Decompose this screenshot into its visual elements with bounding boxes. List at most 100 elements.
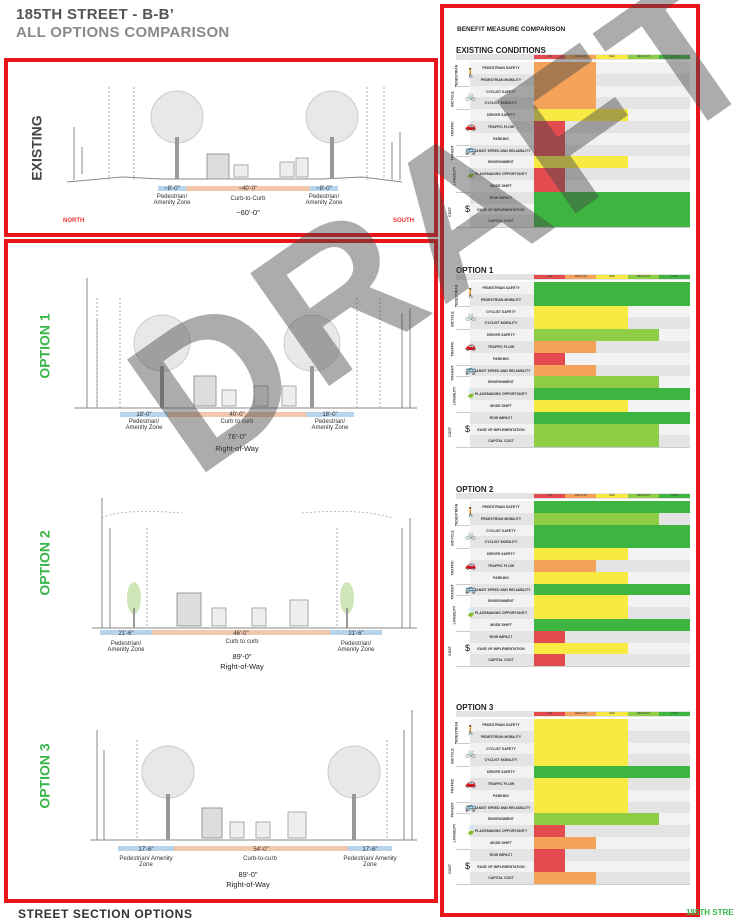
score-bar [534, 364, 597, 377]
matrix-category-label: BICYCLE [450, 748, 455, 765]
option-2-zone-label: Pedestrian/ Amenity Zone [337, 641, 375, 653]
scale-header-high: HIGH [658, 494, 690, 498]
score-bar [534, 400, 628, 412]
matrix-option-title: OPTION 2 [456, 485, 494, 494]
matrix-row-label: ROW IMPACT [489, 634, 513, 639]
matrix-row [470, 630, 690, 643]
score-bar [534, 376, 659, 389]
scale-header-med: MED [596, 55, 628, 59]
matrix-option-title: EXISTING CONDITIONS [456, 46, 546, 55]
score-bar [534, 754, 628, 767]
score-bar [534, 282, 690, 294]
matrix-category-label: TRAFFIC [450, 778, 455, 794]
tree-icon [305, 90, 359, 179]
matrix-row [470, 848, 690, 861]
matrix-row [470, 132, 690, 145]
option-3-dim-right: 17'-6" [362, 847, 378, 853]
score-bar [534, 191, 690, 204]
scale-header-low: LOW [534, 494, 566, 498]
existing-zone-right [310, 186, 338, 191]
dollar-icon: $ [465, 642, 471, 653]
score-bar [534, 180, 566, 192]
dollar-icon: $ [465, 203, 471, 214]
matrix-category-label: LIVABILITY [452, 605, 457, 625]
matrix-row-label: DRIVER SAFETY [486, 770, 515, 775]
option-2-zone-label: Pedestrian/ Amenity Zone [107, 641, 145, 653]
score-bar [534, 144, 566, 157]
matrix-row-label: MODE SHIFT [490, 841, 512, 845]
option-2-total: 89'-0" [232, 652, 252, 661]
walk-icon: 🚶 [465, 287, 477, 298]
matrix-category-label: PEDESTRIAN [454, 64, 459, 88]
scale-header-high: HIGH [658, 275, 690, 279]
matrix-row-label: ROW IMPACT [489, 415, 513, 420]
existing-dim-left: ~8'-0" [164, 186, 180, 192]
matrix-row-label: DRIVER SAFETY [486, 552, 515, 557]
scale-header-med-low: MED-LOW [565, 494, 597, 498]
option-2-section-drawing [92, 498, 417, 629]
matrix-row [470, 144, 690, 157]
category-divider [456, 447, 690, 449]
option-2-zone-curb [152, 630, 330, 635]
option-1-row-label: Right-of-Way [215, 444, 259, 453]
scale-header-low: LOW [534, 275, 566, 279]
bus-icon: 🚌 [465, 583, 477, 594]
score-bar [534, 305, 628, 318]
tree-icon [327, 745, 381, 840]
scale-header-med-high: MED-HIGH [627, 712, 659, 716]
option-1-dim-right: 18'-0" [322, 412, 338, 418]
bus-icon: 🚌 [465, 801, 477, 812]
score-bar [534, 778, 628, 790]
matrix-row-label: EASE OF IMPLEMENTATION [477, 646, 525, 651]
scale-header-med-low: MED-LOW [565, 712, 597, 716]
matrix-row-label: ENVIRONMENT [488, 817, 514, 822]
score-bar [534, 341, 597, 353]
matrix-row-label: ENVIRONMENT [488, 380, 514, 385]
score-bar [534, 630, 566, 643]
matrix-row-label: CAPITAL COST [488, 219, 514, 224]
score-bar [534, 85, 597, 98]
south-label: SOUTH [393, 218, 414, 224]
score-bar [534, 121, 566, 133]
matrix-row-label: TRAFFIC FLOW [487, 345, 515, 349]
tree-icon [283, 314, 341, 408]
score-bar [534, 168, 566, 181]
score-bar [534, 742, 628, 755]
matrix-row-label: ROW IMPACT [489, 195, 513, 200]
score-bar [534, 654, 566, 667]
footer-title: STREET SECTION OPTIONS [18, 907, 193, 920]
existing-frame [4, 58, 438, 237]
matrix-row-label: CYCLIST MOBILITY [484, 321, 518, 326]
matrix-frame [440, 4, 700, 917]
score-bar [534, 595, 628, 608]
score-bar [534, 860, 566, 873]
scale-header-low: LOW [534, 712, 566, 716]
matrix-category-label: TRAFFIC [450, 121, 455, 137]
score-bar [534, 329, 659, 342]
existing-zone-label: Pedestrian/ Amenity Zone [153, 194, 191, 206]
score-bar [534, 524, 690, 537]
category-divider [456, 227, 690, 229]
tree-icon [133, 314, 191, 408]
matrix-row-label: EASE OF IMPLEMENTATION [477, 427, 525, 432]
matrix-title: BENEFIT MEASURE COMPARISON [457, 26, 566, 33]
matrix-row-label: PLACEMAKING OPPORTUNITY [474, 829, 528, 834]
score-bar [534, 560, 597, 572]
option-3-dim-left: 17'-6" [138, 847, 154, 853]
matrix-row-label: CYCLIST MOBILITY [484, 540, 518, 545]
tree-icon [127, 582, 141, 628]
matrix-category-label: COST [447, 206, 452, 217]
matrix-category-label: LIVABILITY [452, 823, 457, 843]
page-title: 185TH STREET - B-B’ [16, 6, 175, 23]
option-3-zone-left [118, 846, 174, 851]
scale-header-high: HIGH [658, 712, 690, 716]
matrix-category-label: PEDESTRIAN [454, 503, 459, 527]
option-1-dim-left: 18'-0" [136, 412, 152, 418]
matrix-row-label: PEDESTRIAN SAFETY [482, 723, 520, 727]
score-bar [534, 813, 659, 826]
option-1-zone-right [306, 412, 354, 417]
matrix-row-label: ROW IMPACT [489, 852, 513, 857]
option-1-zone-label: Curb to curb [220, 419, 254, 425]
option-3-zone-right [348, 846, 392, 851]
matrix-row-label: TRANSIT SPEED AND RELIABILITY [471, 805, 531, 810]
